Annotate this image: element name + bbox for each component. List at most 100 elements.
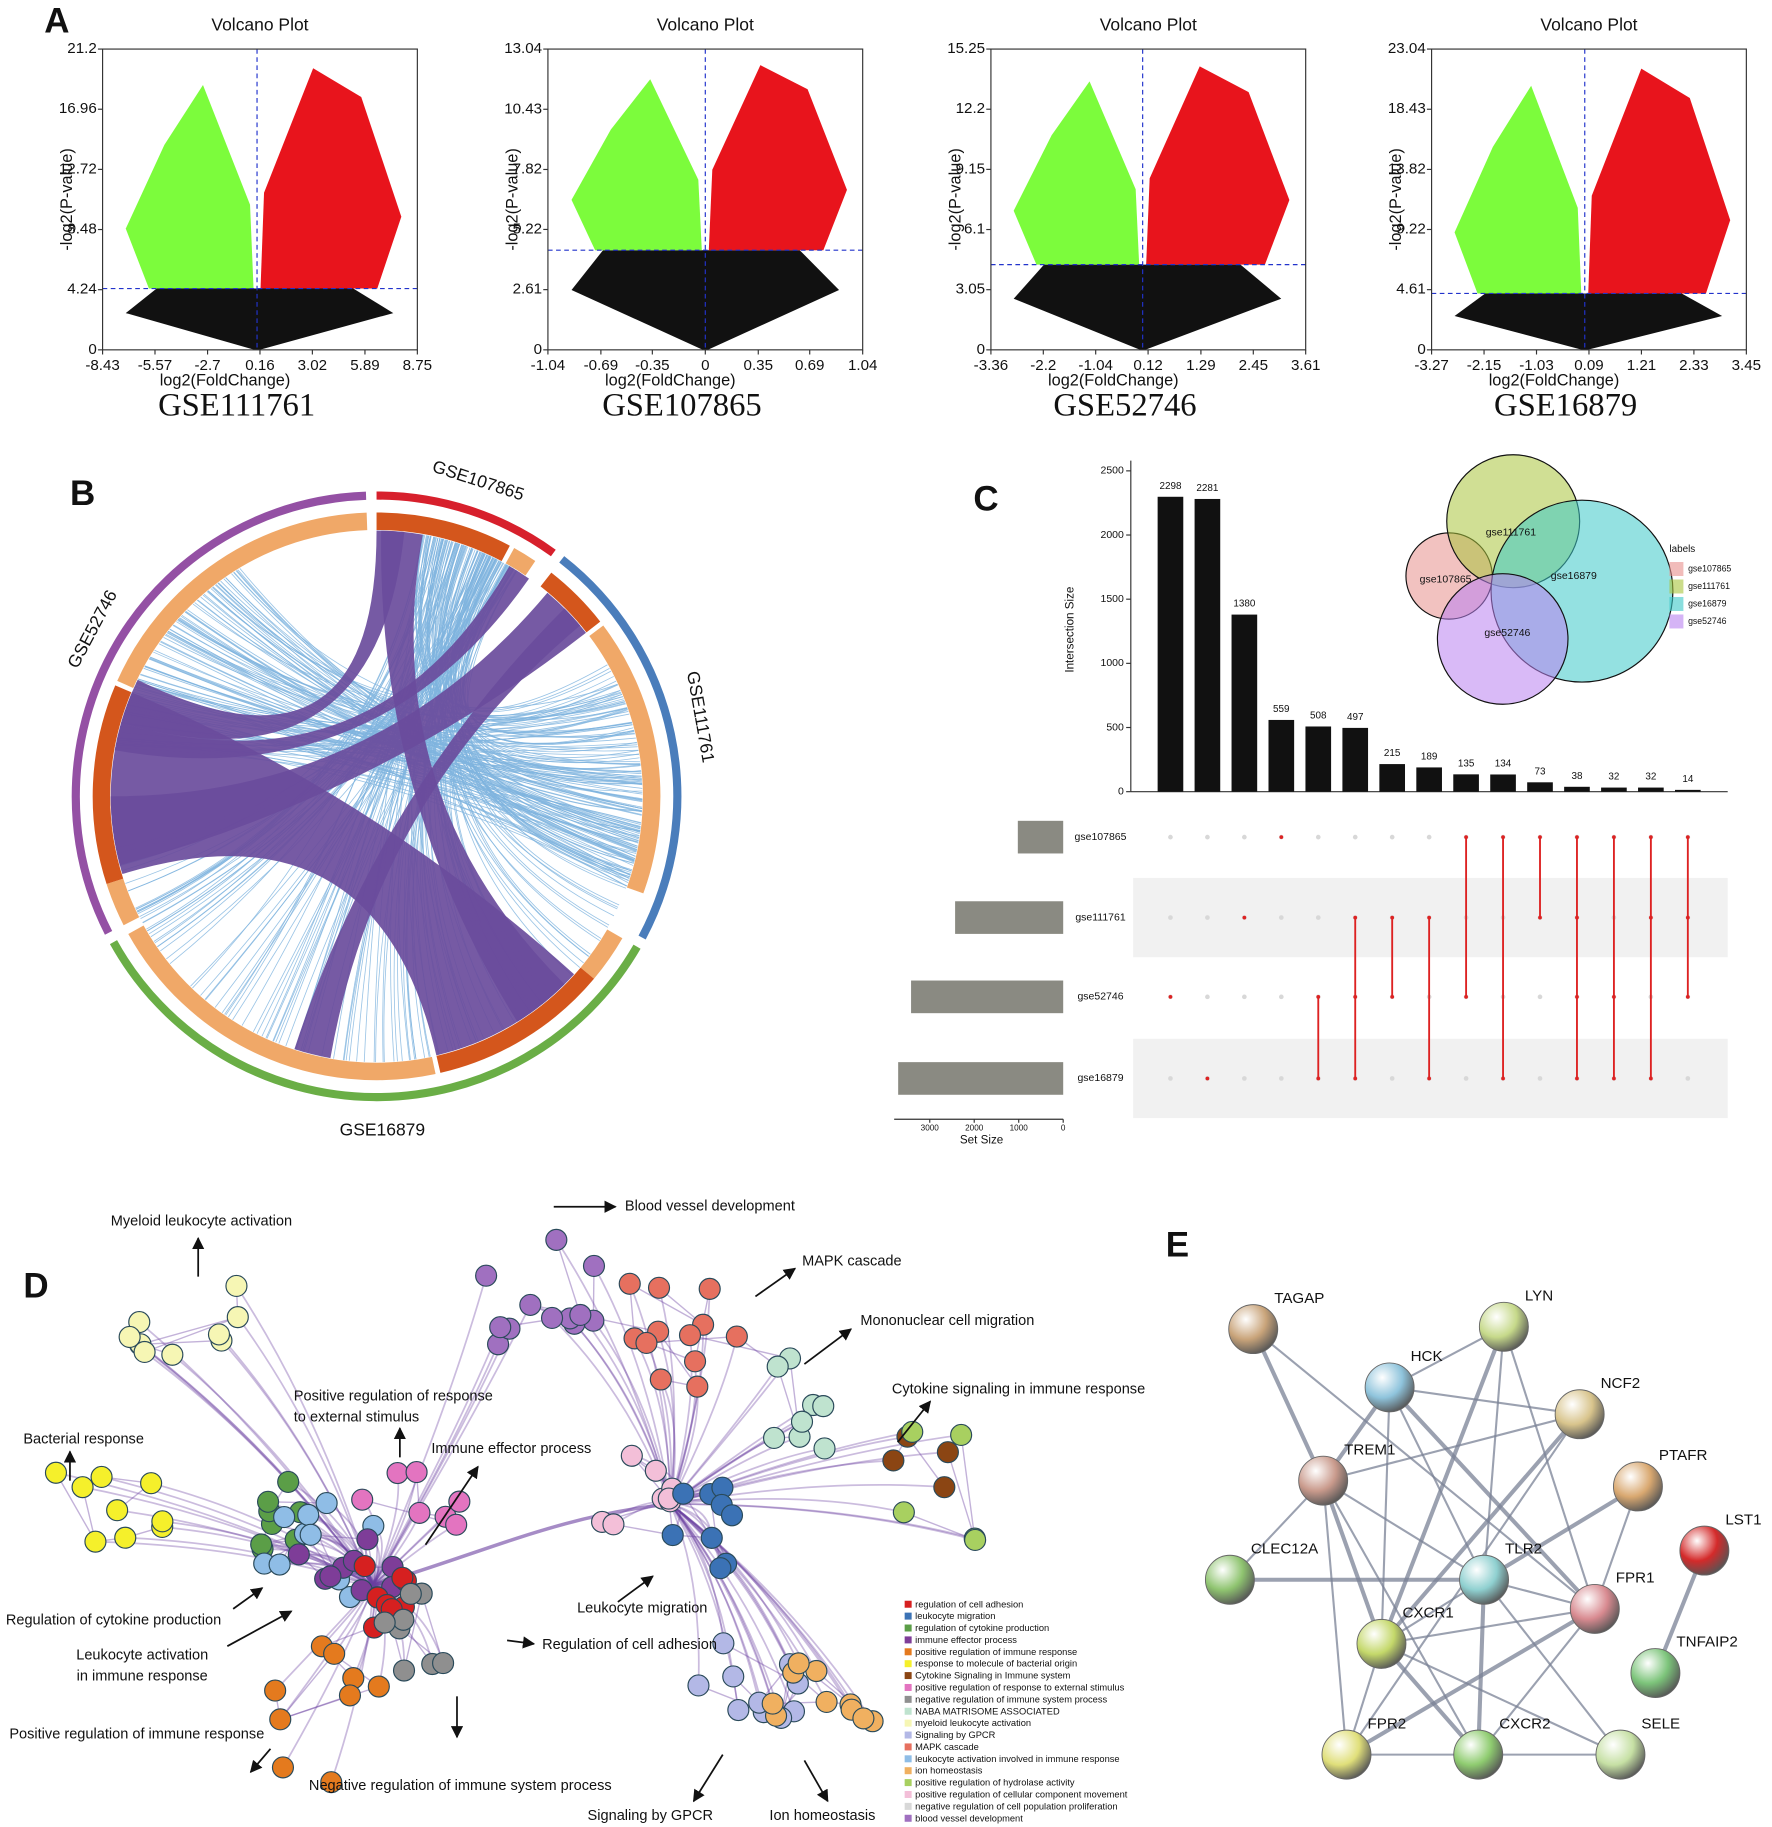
empty-dot: [1463, 1076, 1469, 1081]
x-tick-label: 2.45: [1239, 357, 1268, 374]
value-label: 14: [1682, 774, 1694, 785]
dataset-label: GSE52746: [1053, 388, 1196, 424]
set-size-tick-label: 2000: [965, 1124, 984, 1133]
membership-dot: [1575, 994, 1579, 999]
legend-swatch: [904, 1719, 912, 1727]
empty-dot: [1168, 915, 1173, 920]
network-edge: [669, 1503, 818, 1672]
x-axis-label: log2(FoldChange): [1489, 372, 1620, 390]
annotation: to external stimulus: [294, 1410, 419, 1426]
network-node: [315, 1491, 338, 1515]
network-node: [268, 1553, 291, 1576]
membership-dot: [1316, 994, 1321, 999]
network-node: [602, 1513, 625, 1536]
group-arc: [376, 491, 556, 557]
network-node: [720, 1504, 744, 1527]
ppi-node: [1612, 1461, 1663, 1512]
network-node: [320, 1771, 343, 1794]
network-node: [353, 1555, 376, 1578]
membership-dot: [1427, 915, 1432, 920]
nonsignificant-region: [125, 288, 394, 350]
y-tick-label: 4.24: [67, 281, 96, 298]
upregulated-region: [708, 65, 847, 251]
annotation-arrow: [754, 1267, 797, 1298]
annotation-arrow: [803, 1760, 829, 1803]
y-tick-label: 9.22: [1396, 220, 1425, 237]
ppi-label: SELE: [1641, 1715, 1680, 1732]
network-edge: [669, 1503, 761, 1703]
membership-dot: [1649, 835, 1653, 840]
ppi-edge: [1388, 1386, 1485, 1581]
y-tick-label: 7.82: [513, 160, 542, 177]
x-tick-label: 0.69: [795, 357, 824, 374]
membership-dot: [1685, 835, 1690, 840]
membership-dot: [1316, 1076, 1321, 1081]
empty-dot: [1426, 834, 1432, 840]
panel-label: B: [70, 474, 95, 513]
x-tick-label: -1.03: [1519, 357, 1554, 374]
bar: [1490, 774, 1516, 792]
value-label: 2298: [1159, 481, 1182, 492]
annotation-arrow: [617, 1575, 654, 1603]
ppi-edge: [1482, 1484, 1639, 1582]
legend-label: leukocyte activation involved in immune …: [915, 1754, 1119, 1764]
network-node: [933, 1476, 956, 1499]
network-node: [964, 1528, 987, 1552]
link: [390, 539, 446, 1062]
set-name: gse111761: [1075, 912, 1126, 923]
network-node: [787, 1652, 810, 1675]
membership-dot: [1168, 994, 1173, 999]
legend-label: leukocyte migration: [915, 1611, 995, 1621]
annotation: Positive regulation of response: [294, 1389, 493, 1405]
ppi-label: NCF2: [1601, 1375, 1641, 1392]
network-node: [392, 1659, 416, 1682]
x-axis-label: log2(FoldChange): [160, 372, 291, 390]
y-tick-label: 1500: [1100, 594, 1123, 605]
network-edge: [139, 1343, 374, 1587]
network-edge: [280, 1685, 380, 1721]
y-tick-label: 0: [977, 341, 985, 358]
x-tick-label: 2.33: [1679, 357, 1708, 374]
membership-dot: [1575, 835, 1579, 840]
network-edge: [669, 1503, 795, 1673]
network-node: [118, 1325, 141, 1349]
network-edge: [669, 1503, 782, 1719]
network-node: [373, 1611, 396, 1634]
network-node: [620, 1444, 643, 1467]
network-node: [813, 1437, 836, 1460]
y-axis-label: -log2(P-value): [503, 148, 521, 250]
inner-arc: [589, 625, 661, 894]
membership-dot: [1575, 915, 1579, 920]
network-edge: [669, 1503, 774, 1704]
legend-label: gse16879: [1688, 598, 1727, 608]
network-node: [106, 1499, 129, 1522]
network-edge: [372, 1326, 502, 1587]
network-node: [271, 1756, 295, 1779]
empty-dot: [1685, 1076, 1691, 1081]
y-tick-label: 21.2: [67, 40, 96, 57]
annotation: Positive regulation of immune response: [9, 1727, 264, 1743]
legend-swatch: [904, 1790, 912, 1798]
bar: [1638, 787, 1664, 792]
network-edge: [669, 1503, 865, 1719]
ppi-edge: [1379, 1412, 1582, 1646]
legend-label: NABA MATRISOME ASSOCIATED: [915, 1706, 1060, 1716]
network-node: [649, 1368, 672, 1391]
link: [241, 542, 456, 1026]
annotation: Regulation of cell adhesion: [542, 1637, 717, 1653]
empty-dot: [1352, 834, 1358, 840]
empty-dot: [1315, 834, 1321, 840]
ppi-label: LST1: [1725, 1511, 1761, 1528]
value-label: 73: [1535, 766, 1547, 777]
panel-label: A: [44, 2, 69, 41]
y-axis-label: -log2(P-value): [946, 148, 964, 250]
value-label: 2281: [1196, 483, 1219, 494]
ppi-node: [1679, 1525, 1730, 1576]
ppi-node: [1569, 1583, 1620, 1634]
ppi-edge: [1322, 1480, 1480, 1756]
y-tick-label: 4.61: [1396, 281, 1425, 298]
network-edge: [669, 1503, 853, 1711]
annotation: in immune response: [77, 1668, 208, 1684]
ppi-label: LYN: [1525, 1287, 1553, 1304]
